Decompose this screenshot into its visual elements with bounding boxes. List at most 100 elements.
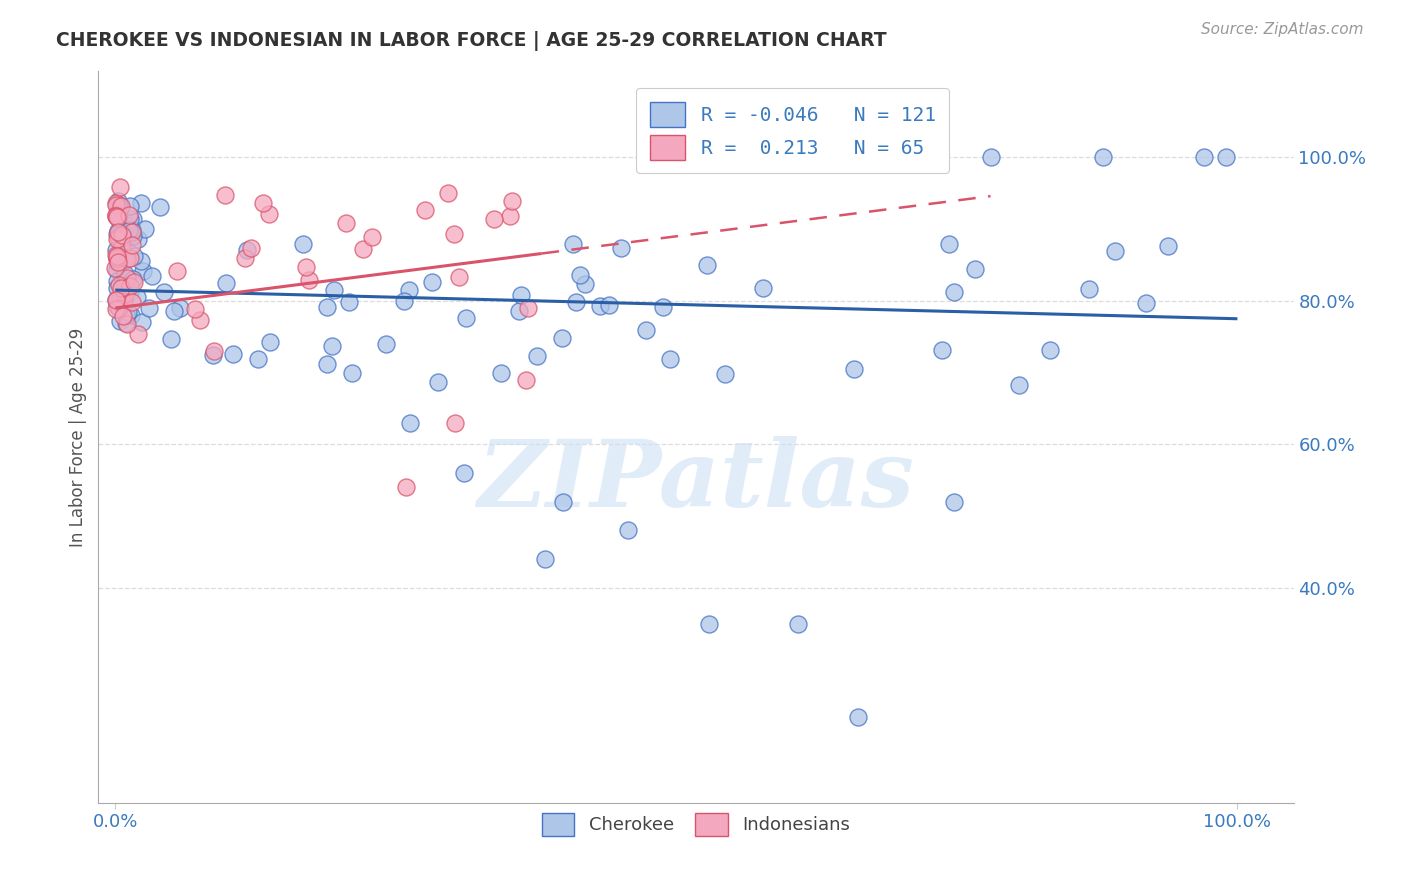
Point [105, 299, 128, 313]
Text: ZIPatlas: ZIPatlas [478, 436, 914, 526]
Point [122, 211, 145, 226]
Point [589, 299, 612, 313]
Point [574, 277, 596, 291]
Point [105, 208, 128, 222]
Point [138, 301, 160, 315]
Point [517, 301, 540, 315]
Point [112, 229, 135, 244]
Point [501, 194, 523, 209]
Text: CHEROKEE VS INDONESIAN IN LABOR FORCE | AGE 25-29 CORRELATION CHART: CHEROKEE VS INDONESIAN IN LABOR FORCE | … [56, 31, 887, 51]
Point [107, 224, 129, 238]
Point [108, 249, 131, 263]
Point [259, 335, 281, 350]
Point [112, 277, 135, 291]
Point [811, 150, 834, 164]
Point [105, 249, 128, 263]
Point [107, 252, 129, 267]
Point [337, 295, 360, 310]
Point [222, 347, 245, 361]
Point [105, 293, 128, 307]
Point [110, 215, 132, 229]
Point [202, 348, 225, 362]
Point [651, 301, 673, 315]
Point [110, 289, 132, 303]
Point [787, 616, 810, 631]
Point [1104, 244, 1126, 259]
Point [110, 199, 132, 213]
Point [562, 236, 585, 251]
Point [108, 277, 131, 292]
Point [105, 232, 128, 246]
Point [118, 285, 141, 299]
Point [252, 195, 274, 210]
Point [449, 269, 471, 284]
Point [456, 310, 478, 325]
Point [361, 230, 384, 244]
Point [104, 196, 127, 211]
Point [105, 243, 128, 257]
Point [515, 373, 537, 387]
Point [499, 209, 522, 223]
Point [240, 241, 263, 255]
Point [153, 285, 176, 299]
Point [104, 209, 127, 223]
Point [115, 307, 138, 321]
Point [1078, 282, 1101, 296]
Point [610, 241, 633, 255]
Point [323, 283, 346, 297]
Point [394, 480, 416, 494]
Point [510, 288, 533, 302]
Point [107, 211, 129, 225]
Point [752, 281, 775, 295]
Point [129, 196, 152, 211]
Point [551, 331, 574, 345]
Point [107, 257, 129, 271]
Point [121, 223, 143, 237]
Point [115, 308, 138, 322]
Point [335, 216, 357, 230]
Point [110, 240, 132, 254]
Point [214, 187, 236, 202]
Point [658, 352, 681, 367]
Point [202, 344, 225, 359]
Point [188, 313, 211, 327]
Point [437, 186, 460, 201]
Point [122, 275, 145, 289]
Point [598, 297, 620, 311]
Point [108, 199, 131, 213]
Point [129, 254, 152, 268]
Point [169, 301, 191, 316]
Point [398, 283, 420, 297]
Point [107, 207, 129, 221]
Point [1135, 296, 1157, 310]
Point [1039, 343, 1062, 357]
Point [443, 227, 465, 242]
Point [105, 274, 128, 288]
Point [105, 227, 128, 241]
Point [117, 223, 139, 237]
Point [697, 616, 720, 631]
Point [105, 210, 128, 224]
Point [1091, 150, 1114, 164]
Point [565, 295, 588, 310]
Point [534, 552, 557, 566]
Point [943, 285, 966, 299]
Point [108, 314, 131, 328]
Point [444, 416, 467, 430]
Point [427, 376, 450, 390]
Point [132, 264, 155, 278]
Point [105, 252, 128, 266]
Point [108, 198, 131, 212]
Point [108, 236, 131, 251]
Point [617, 524, 640, 538]
Point [114, 287, 136, 301]
Point [111, 309, 134, 323]
Point [122, 249, 145, 263]
Point [141, 269, 163, 284]
Point [842, 361, 865, 376]
Point [551, 494, 574, 508]
Point [636, 323, 658, 337]
Point [696, 258, 718, 272]
Point [569, 268, 592, 283]
Point [105, 209, 128, 223]
